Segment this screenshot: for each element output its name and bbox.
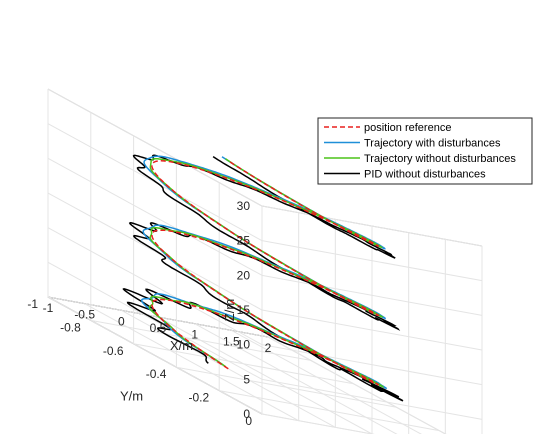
x-tick-label: -0.5 [74,308,95,322]
series-lines [122,154,404,402]
grid-line [194,323,398,434]
z-tick-label: 15 [237,303,251,317]
grid-line [231,329,422,434]
legend: position reference Trajectory with distur… [317,117,533,185]
grid-line [90,319,311,361]
z-tick-label: 25 [237,234,251,248]
tick-labels: -1 -0.5 0 0.5 1 1.5 2-1-0.8-0.6-0.4-0.20051015… [27,199,271,428]
legend-entry: Trajectory with disturbances [364,138,501,150]
y-tick-label: -0.4 [146,367,167,381]
z-tick-label: 5 [243,372,250,386]
series-line [151,160,380,386]
grid-line [47,296,263,415]
legend-entry: position reference [364,122,451,134]
grid-line [261,240,483,282]
y-tick-label: 0 [245,414,252,428]
y-axis-label: Y/m [120,389,143,404]
z-tick-label: 30 [237,199,251,213]
grid-line [47,88,263,207]
y-tick-label: -0.8 [60,320,81,334]
y-tick-label: -1 [27,297,38,311]
series-line [122,154,404,402]
x-tick-label: 2 [265,341,272,355]
grid-line [157,316,373,434]
grid-line [47,261,263,380]
grid-line [267,336,447,434]
grid-line [261,378,483,420]
x-axis-label: X/m [170,338,193,353]
z-tick-label: 10 [237,338,251,352]
x-tick-label: 1 [191,328,198,342]
grid-line [176,366,397,408]
grid-line [261,274,483,316]
grid-line [133,343,354,385]
legend-entry: PID without disturbances [364,169,486,181]
grid-line [121,309,336,428]
x-tick-label: 1.5 [223,334,240,348]
z-tick-label: 20 [237,268,251,282]
x-tick-label: 0 [118,314,125,328]
grid-line [47,157,263,276]
z-tick-label: 0 [243,407,250,421]
grid-line [219,390,440,432]
grid-lines [47,88,483,434]
grid-line [47,227,263,346]
x-tick-label: -1 [43,301,54,315]
z-axis-label: Z/m [222,299,237,321]
grid-line [261,344,483,386]
grid-line [84,303,299,422]
grid-line [261,309,483,351]
x-tick-label: 0.5 [150,321,167,335]
y-tick-label: -0.2 [189,391,210,405]
grid-line [261,205,483,247]
grid-line [47,192,263,311]
y-tick-label: -0.6 [103,344,124,358]
legend-entry: Trajectory without disturbances [364,153,516,165]
